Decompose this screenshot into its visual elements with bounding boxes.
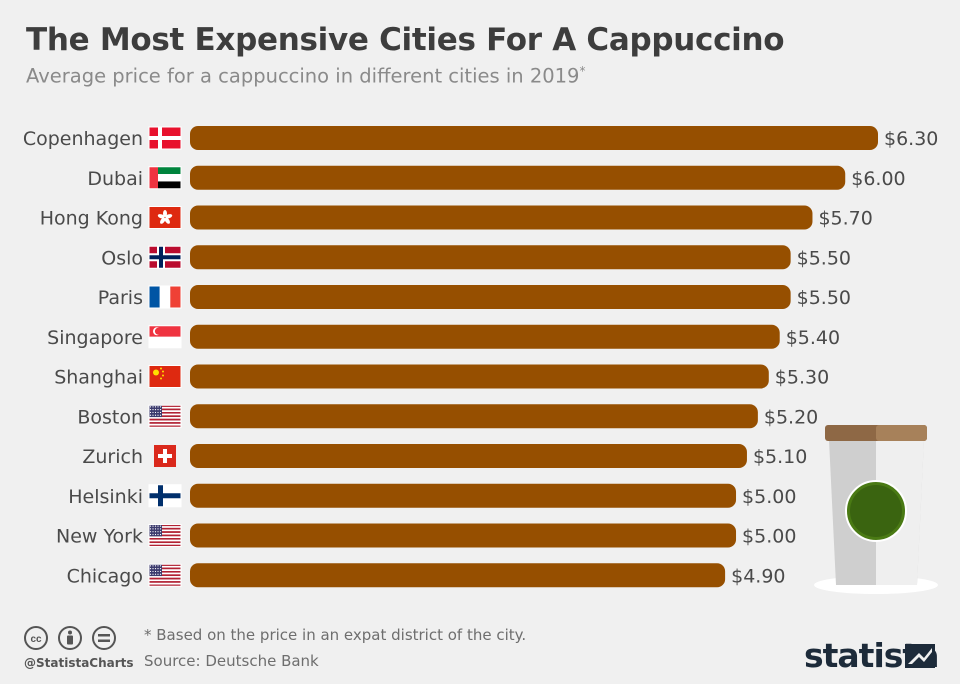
value-label: $5.10 [753, 446, 807, 468]
category-label: Zurich [82, 446, 143, 468]
bar [190, 364, 769, 389]
bar [190, 205, 813, 230]
value-label: $5.40 [786, 327, 840, 349]
category-label: Oslo [101, 247, 143, 269]
singapore-flag [148, 325, 182, 349]
category-label: Helsinki [68, 486, 143, 508]
china-flag [148, 365, 182, 388]
subtitle-asterisk: * [579, 64, 586, 78]
attribution-icon [58, 626, 82, 650]
category-label: Paris [98, 287, 143, 309]
value-label: $5.50 [797, 247, 851, 269]
license-icons: cc [24, 626, 116, 650]
category-label: New York [56, 526, 143, 548]
finland-flag [148, 484, 182, 508]
bar [190, 285, 791, 309]
usa-flag [148, 524, 182, 547]
category-label: Chicago [67, 565, 143, 587]
category-label: Singapore [47, 327, 143, 349]
category-label: Hong Kong [40, 208, 143, 230]
value-label: $5.70 [818, 208, 872, 230]
category-label: Dubai [87, 168, 143, 190]
no-derivatives-icon [92, 626, 116, 650]
value-label: $6.00 [851, 168, 905, 190]
bar [190, 245, 791, 270]
statista-logo-icon [905, 644, 935, 668]
uae-flag [148, 166, 182, 190]
bar [190, 444, 747, 468]
bar [190, 483, 737, 508]
switzerland-flag [154, 445, 176, 467]
value-label: $4.90 [731, 565, 785, 587]
denmark-flag [148, 126, 182, 150]
bar [190, 324, 780, 349]
norway-flag [148, 245, 182, 269]
cappuccino-cup-icon [814, 425, 938, 594]
category-label: Copenhagen [23, 128, 143, 150]
chart-subtitle: Average price for a cappuccino in differ… [26, 64, 585, 88]
value-label: $5.20 [764, 406, 818, 428]
svg-text:cc: cc [30, 634, 42, 645]
value-label: $6.30 [884, 128, 938, 150]
bar [190, 126, 878, 150]
bar [190, 523, 737, 548]
usa-flag [148, 563, 182, 587]
category-label: Shanghai [54, 367, 143, 389]
statista-handle: @StatistaCharts [24, 656, 134, 670]
cc-icon: cc [24, 626, 48, 650]
bar [190, 404, 758, 429]
value-label: $5.00 [742, 526, 796, 548]
value-label: $5.30 [775, 367, 829, 389]
bar [190, 563, 726, 588]
hong-kong-flag [148, 206, 182, 229]
usa-flag [148, 404, 182, 428]
value-label: $5.50 [797, 287, 851, 309]
value-label: $5.00 [742, 486, 796, 508]
footnote: * Based on the price in an expat distric… [144, 626, 527, 644]
bar [190, 165, 846, 190]
france-flag [148, 285, 182, 309]
subtitle-text: Average price for a cappuccino in differ… [26, 64, 580, 88]
bar-chart: Copenhagen $6.30 Dubai $6.00 Hong Kong $5.70 O… [23, 126, 938, 594]
category-label: Boston [77, 406, 143, 428]
chart-title: The Most Expensive Cities For A Cappucci… [26, 22, 785, 58]
source-link[interactable]: Source: Deutsche Bank [144, 652, 319, 670]
